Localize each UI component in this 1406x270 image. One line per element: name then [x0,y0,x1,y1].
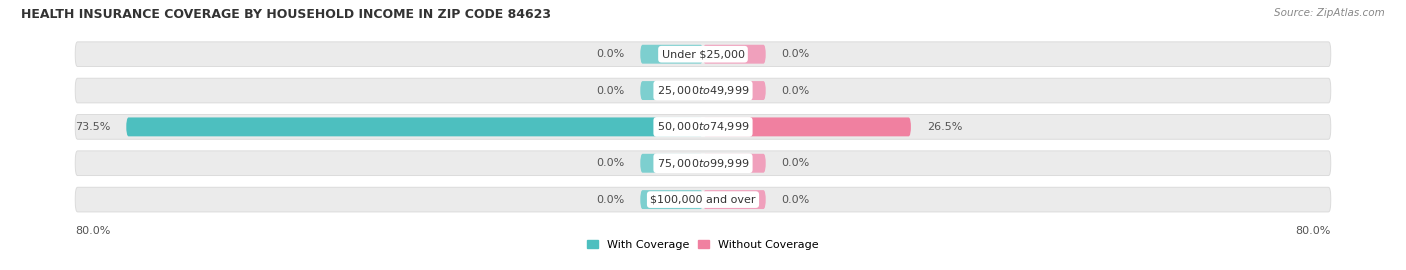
Text: 26.5%: 26.5% [927,122,962,132]
FancyBboxPatch shape [640,190,703,209]
Text: $25,000 to $49,999: $25,000 to $49,999 [657,84,749,97]
FancyBboxPatch shape [75,114,1331,139]
Text: $50,000 to $74,999: $50,000 to $74,999 [657,120,749,133]
FancyBboxPatch shape [703,81,766,100]
FancyBboxPatch shape [75,42,1331,67]
FancyBboxPatch shape [640,45,703,64]
FancyBboxPatch shape [703,117,911,136]
FancyBboxPatch shape [703,190,766,209]
Text: 0.0%: 0.0% [782,86,810,96]
Text: 0.0%: 0.0% [782,158,810,168]
Text: 0.0%: 0.0% [596,86,624,96]
FancyBboxPatch shape [640,154,703,173]
Text: Under $25,000: Under $25,000 [661,49,745,59]
FancyBboxPatch shape [75,187,1331,212]
FancyBboxPatch shape [75,78,1331,103]
Text: 80.0%: 80.0% [75,226,111,236]
Text: $75,000 to $99,999: $75,000 to $99,999 [657,157,749,170]
Text: 0.0%: 0.0% [782,49,810,59]
Text: 0.0%: 0.0% [596,49,624,59]
Text: 73.5%: 73.5% [75,122,111,132]
FancyBboxPatch shape [703,45,766,64]
Text: 0.0%: 0.0% [596,195,624,205]
Text: $100,000 and over: $100,000 and over [650,195,756,205]
FancyBboxPatch shape [703,154,766,173]
FancyBboxPatch shape [640,81,703,100]
Text: HEALTH INSURANCE COVERAGE BY HOUSEHOLD INCOME IN ZIP CODE 84623: HEALTH INSURANCE COVERAGE BY HOUSEHOLD I… [21,8,551,21]
FancyBboxPatch shape [75,151,1331,176]
Text: 0.0%: 0.0% [596,158,624,168]
Text: 0.0%: 0.0% [782,195,810,205]
Legend: With Coverage, Without Coverage: With Coverage, Without Coverage [588,239,818,250]
FancyBboxPatch shape [127,117,703,136]
Text: 80.0%: 80.0% [1295,226,1331,236]
Text: Source: ZipAtlas.com: Source: ZipAtlas.com [1274,8,1385,18]
